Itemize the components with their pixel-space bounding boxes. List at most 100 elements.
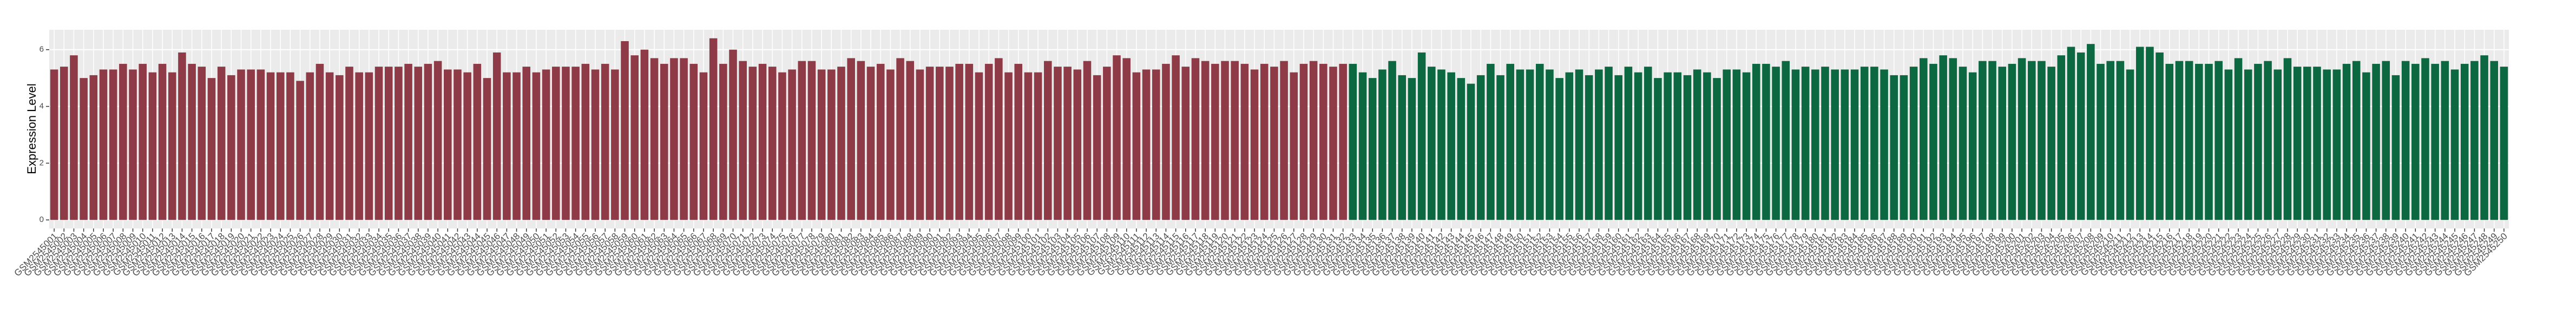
bar [2214, 61, 2223, 220]
bar [178, 52, 186, 220]
bar [1063, 67, 1072, 220]
bar [532, 72, 541, 220]
bar [296, 81, 304, 220]
bar [2027, 61, 2036, 220]
bar [1870, 67, 1878, 220]
bar [1752, 63, 1760, 220]
bar [444, 69, 452, 220]
bar [345, 67, 353, 220]
bar [1693, 69, 1701, 220]
bar [2490, 61, 2499, 220]
bar [492, 52, 501, 220]
bar [1555, 78, 1563, 220]
bar [562, 67, 570, 220]
bar [1860, 67, 1869, 220]
bar [1132, 72, 1141, 220]
bar [847, 58, 855, 220]
bar [2460, 63, 2469, 220]
bar [2431, 63, 2439, 220]
bar [936, 67, 944, 220]
bar [1909, 67, 1918, 220]
bar [148, 72, 157, 220]
bar [768, 67, 777, 220]
bar [611, 69, 619, 220]
bar [896, 58, 904, 220]
bar [374, 67, 383, 220]
bar [1398, 75, 1407, 220]
bar [1476, 75, 1485, 220]
bar [2018, 58, 2026, 220]
bar [286, 72, 294, 220]
bar [1260, 63, 1269, 220]
bar [1378, 69, 1386, 220]
bar [257, 69, 265, 220]
bar [1624, 67, 1633, 220]
bar [1979, 61, 1987, 220]
bar [463, 72, 471, 220]
bar [1250, 69, 1259, 220]
bar [1634, 72, 1642, 220]
bar [2106, 61, 2114, 220]
bar [207, 78, 216, 220]
bar [2303, 67, 2311, 220]
bar [1437, 69, 1445, 220]
bar [1034, 72, 1042, 220]
bar [2116, 61, 2125, 220]
bar [512, 72, 521, 220]
bar [316, 63, 324, 220]
bar [168, 72, 176, 220]
bar [2352, 61, 2361, 220]
bar [1113, 55, 1121, 220]
bar [1319, 63, 1328, 220]
bar [1093, 75, 1101, 220]
bar [1968, 72, 1977, 220]
bar [1083, 61, 1092, 220]
bar [542, 69, 550, 220]
bar [1054, 67, 1062, 220]
bar [1526, 69, 1534, 220]
bar [1162, 63, 1170, 220]
bar [1605, 67, 1613, 220]
bar [2234, 58, 2243, 220]
bar [237, 69, 245, 220]
bar [1014, 63, 1023, 220]
bar [1457, 78, 1466, 220]
bar [689, 63, 698, 220]
bar [99, 69, 108, 220]
bar [1388, 61, 1396, 220]
bar [1831, 69, 1839, 220]
bar [306, 72, 314, 220]
bar [1408, 78, 1416, 220]
bar [945, 67, 954, 220]
bar [551, 67, 560, 220]
bar [503, 72, 511, 220]
bar [1201, 61, 1210, 220]
bar [1172, 55, 1180, 220]
bar [188, 63, 196, 220]
bar [660, 63, 668, 220]
bar [198, 67, 206, 220]
bar [1535, 63, 1544, 220]
bar [778, 72, 786, 220]
bar [2076, 52, 2085, 220]
bar [1103, 67, 1111, 220]
bar [1447, 72, 1455, 220]
bar [2323, 69, 2331, 220]
bar [227, 75, 235, 220]
bar [1191, 58, 1200, 220]
y-tick-label: 0 [40, 215, 44, 224]
bar [129, 69, 137, 220]
bar [1920, 58, 1928, 220]
bar [2313, 67, 2321, 220]
bar [1880, 69, 1888, 220]
bar [2185, 61, 2193, 220]
bar [1949, 58, 1957, 220]
bar [2126, 69, 2134, 220]
bar [266, 72, 275, 220]
bar [1664, 72, 1672, 220]
bar [119, 63, 127, 220]
bar [1487, 63, 1495, 220]
bar [2264, 61, 2272, 220]
bar [433, 61, 442, 220]
bar [1506, 63, 1515, 220]
